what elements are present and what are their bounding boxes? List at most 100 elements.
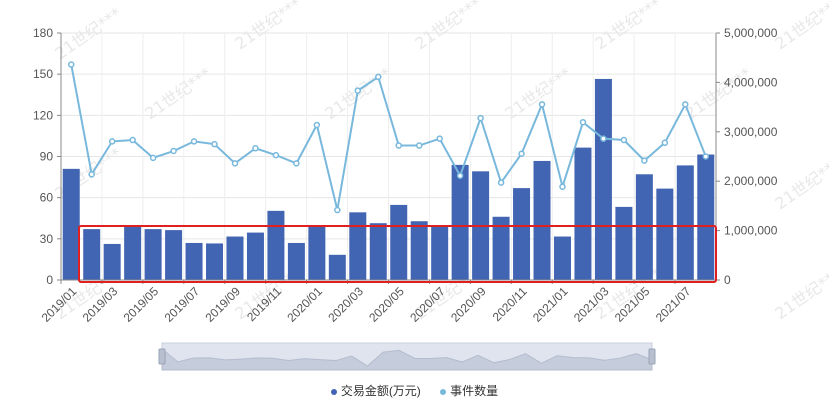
line-point-2020/05: [395, 142, 402, 149]
x-tick-label-2019/05: 2019/05: [121, 284, 162, 325]
bar-2020/06: [410, 221, 428, 280]
legend-item-line[interactable]: 事件数量: [440, 382, 498, 399]
y-left-tick-label-2: 60: [40, 191, 54, 205]
line-point-2020/08: [456, 172, 464, 179]
line-point-2019/04: [129, 136, 136, 144]
line-point-2021/01: [559, 183, 566, 190]
highlight-box: [78, 225, 717, 283]
line-point-2019/11: [272, 151, 280, 159]
legend-line-marker: [440, 388, 447, 395]
watermark-text-0: 21世纪***: [51, 4, 124, 63]
y-right-tick-label-3: 3,000,000: [724, 125, 778, 139]
line-point-2020/07: [436, 135, 443, 142]
bar-2020/05: [390, 204, 408, 280]
bar-2019/08: [206, 243, 224, 280]
bar-2020/03: [349, 212, 367, 280]
legend-line-label: 事件数量: [450, 384, 499, 398]
line-point-2019/01: [67, 61, 75, 68]
bar-2019/11: [267, 210, 285, 280]
zoom-handle-left: [158, 348, 166, 365]
watermark-text-3: 21世纪***: [591, 0, 664, 53]
bar-2019/01: [62, 168, 80, 280]
legend-item-bar[interactable]: 交易金额(万元): [330, 382, 421, 399]
x-tick-label-2020/03: 2020/03: [325, 284, 366, 325]
x-tick-label-2020/05: 2020/05: [366, 284, 407, 325]
line-point-2021/03: [600, 135, 607, 142]
bar-2021/06: [656, 188, 674, 280]
line-point-2020/01: [313, 121, 321, 129]
watermark-text-2: 21世纪***: [411, 0, 484, 53]
x-tick-label-2021/01: 2021/01: [530, 284, 571, 325]
line-point-2019/03: [108, 138, 116, 145]
line-point-2019/09: [231, 160, 239, 167]
line-point-2019/06: [170, 147, 177, 155]
line-point-2021/07: [682, 101, 689, 108]
legend-bar-marker: [330, 388, 337, 395]
y-right-tick-label-5: 5,000,000: [724, 26, 778, 40]
line-point-2019/05: [149, 154, 157, 162]
bar-2021/05: [635, 174, 653, 280]
line-point-2020/12: [538, 101, 546, 108]
bar-2019/10: [246, 232, 264, 280]
bar-2020/10: [492, 216, 510, 280]
grid-lines: [60, 32, 716, 281]
y-right-tick-label-2: 2,000,000: [724, 174, 778, 188]
bar-2021/07: [676, 165, 694, 280]
data-zoom-slider[interactable]: [158, 342, 656, 371]
line-path: [70, 64, 707, 211]
watermark-text-15: 21世纪***: [771, 264, 829, 323]
highlight-rect: [78, 225, 717, 283]
zoom-preview-area: [161, 347, 653, 371]
line-point-2020/10: [497, 179, 505, 186]
zoom-handle-right: [648, 348, 656, 365]
watermark-text-5: 21世纪***: [141, 64, 214, 123]
line-point-2020/03: [354, 87, 362, 94]
x-tick-label-2020/01: 2020/01: [284, 284, 325, 325]
legend: 交易金额(万元) 事件数量: [0, 382, 829, 399]
line-point-2019/02: [88, 171, 95, 178]
bar-2020/07: [431, 225, 449, 280]
watermark-text-10: 21世纪***: [771, 154, 829, 213]
bar-2019/03: [103, 243, 121, 280]
x-tick-label-2020/11: 2020/11: [490, 284, 530, 324]
y-left-tick-label-1: 30: [40, 232, 54, 246]
bar-series: [62, 78, 715, 280]
line-point-2021/02: [579, 118, 587, 126]
y-left-tick-label-4: 120: [33, 108, 53, 122]
bar-2021/03: [594, 78, 612, 280]
line-point-2020/09: [477, 114, 484, 122]
line-point-2020/02: [334, 206, 341, 214]
watermark-text-8: 21世纪***: [681, 64, 754, 123]
y-right-tick-label-0: 0: [724, 273, 731, 287]
watermark-text-4: 21世纪***: [771, 0, 829, 53]
x-tick-label-2021/07: 2021/07: [653, 284, 694, 325]
y-left-tick-label-5: 150: [33, 67, 53, 81]
watermark-text-1: 21世纪***: [231, 0, 304, 53]
legend-bar-label: 交易金额(万元): [340, 384, 421, 398]
line-point-2019/12: [293, 160, 300, 167]
bar-2019/06: [165, 230, 183, 280]
line-point-2019/08: [211, 140, 218, 148]
line-point-2020/06: [415, 142, 423, 149]
line-point-2021/08: [702, 153, 710, 160]
bar-2019/02: [83, 229, 101, 280]
line-point-2019/07: [190, 138, 198, 145]
y-right-tick-label-4: 4,000,000: [724, 75, 778, 89]
line-point-2021/06: [661, 139, 669, 147]
y-right-tick-label-1: 1,000,000: [724, 224, 778, 238]
x-tick-label-2019/07: 2019/07: [162, 284, 203, 325]
y-left-tick-label-3: 90: [40, 150, 54, 164]
line-point-2020/11: [518, 150, 525, 158]
bar-2019/12: [287, 242, 305, 280]
bar-2020/12: [533, 160, 551, 280]
bar-2021/01: [553, 236, 571, 280]
bar-2020/02: [328, 254, 346, 280]
y-left-tick-label-6: 180: [33, 26, 53, 40]
bar-2019/04: [124, 226, 142, 280]
line-series: [67, 61, 710, 214]
bar-2021/04: [615, 206, 633, 280]
bar-2021/02: [574, 147, 592, 280]
y-left-tick-label-0: 0: [46, 273, 53, 287]
bar-2019/09: [226, 236, 244, 280]
